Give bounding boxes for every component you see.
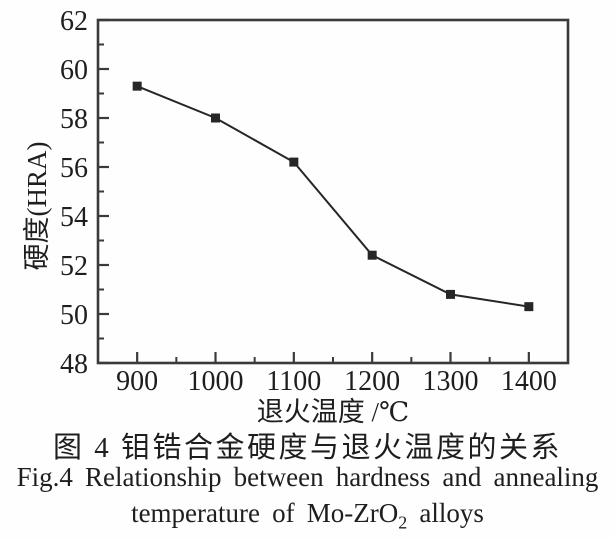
caption-english-line1: Fig.4 Relationship between hardness and … [16,462,599,492]
x-tick-label: 1300 [423,366,479,397]
y-tick-label: 48 [60,349,88,380]
caption-en2-subscript: 2 [398,512,408,533]
x-axis-label: 退火温度 /℃ [256,397,410,427]
plot-area: 900 1000 1100 1200 1300 1400 48 50 52 54 56 58 60 62 [60,6,570,397]
y-tick-label: 52 [60,251,88,282]
x-tick-label: 900 [116,366,158,397]
caption-en2-text-post: alloys [407,498,484,528]
caption-chinese: 图 4 钼锆合金硬度与退火温度的关系 [52,432,562,464]
y-tick-label: 56 [60,153,88,184]
hardness-chart: 900 1000 1100 1200 1300 1400 48 50 52 54 56 58 60 62 … [22,6,570,427]
caption-english-line2: temperature of Mo-ZrO2 alloys [0,498,615,533]
data-point-1100 [289,157,299,167]
x-tick-label: 1200 [344,366,400,397]
x-tick-label: 1100 [266,366,321,397]
x-tick-label: 1400 [501,366,557,397]
plot-frame [96,18,570,365]
y-tick-label: 50 [60,300,88,331]
data-point-1200 [367,250,377,260]
y-tick-label: 60 [60,55,88,86]
y-tick-label: 62 [60,6,88,37]
x-tick-label: 1000 [188,366,244,397]
data-point-1000 [211,113,220,123]
data-point-1300 [446,289,455,299]
y-axis-label: 硬度(HRA) [22,141,52,271]
caption-en2-text-pre: temperature of Mo-ZrO [131,498,399,528]
y-tick-label: 58 [60,104,88,135]
data-point-1400 [524,302,534,312]
y-tick-label: 54 [60,202,88,233]
hardness-line [136,85,529,308]
data-point-900 [132,81,142,91]
